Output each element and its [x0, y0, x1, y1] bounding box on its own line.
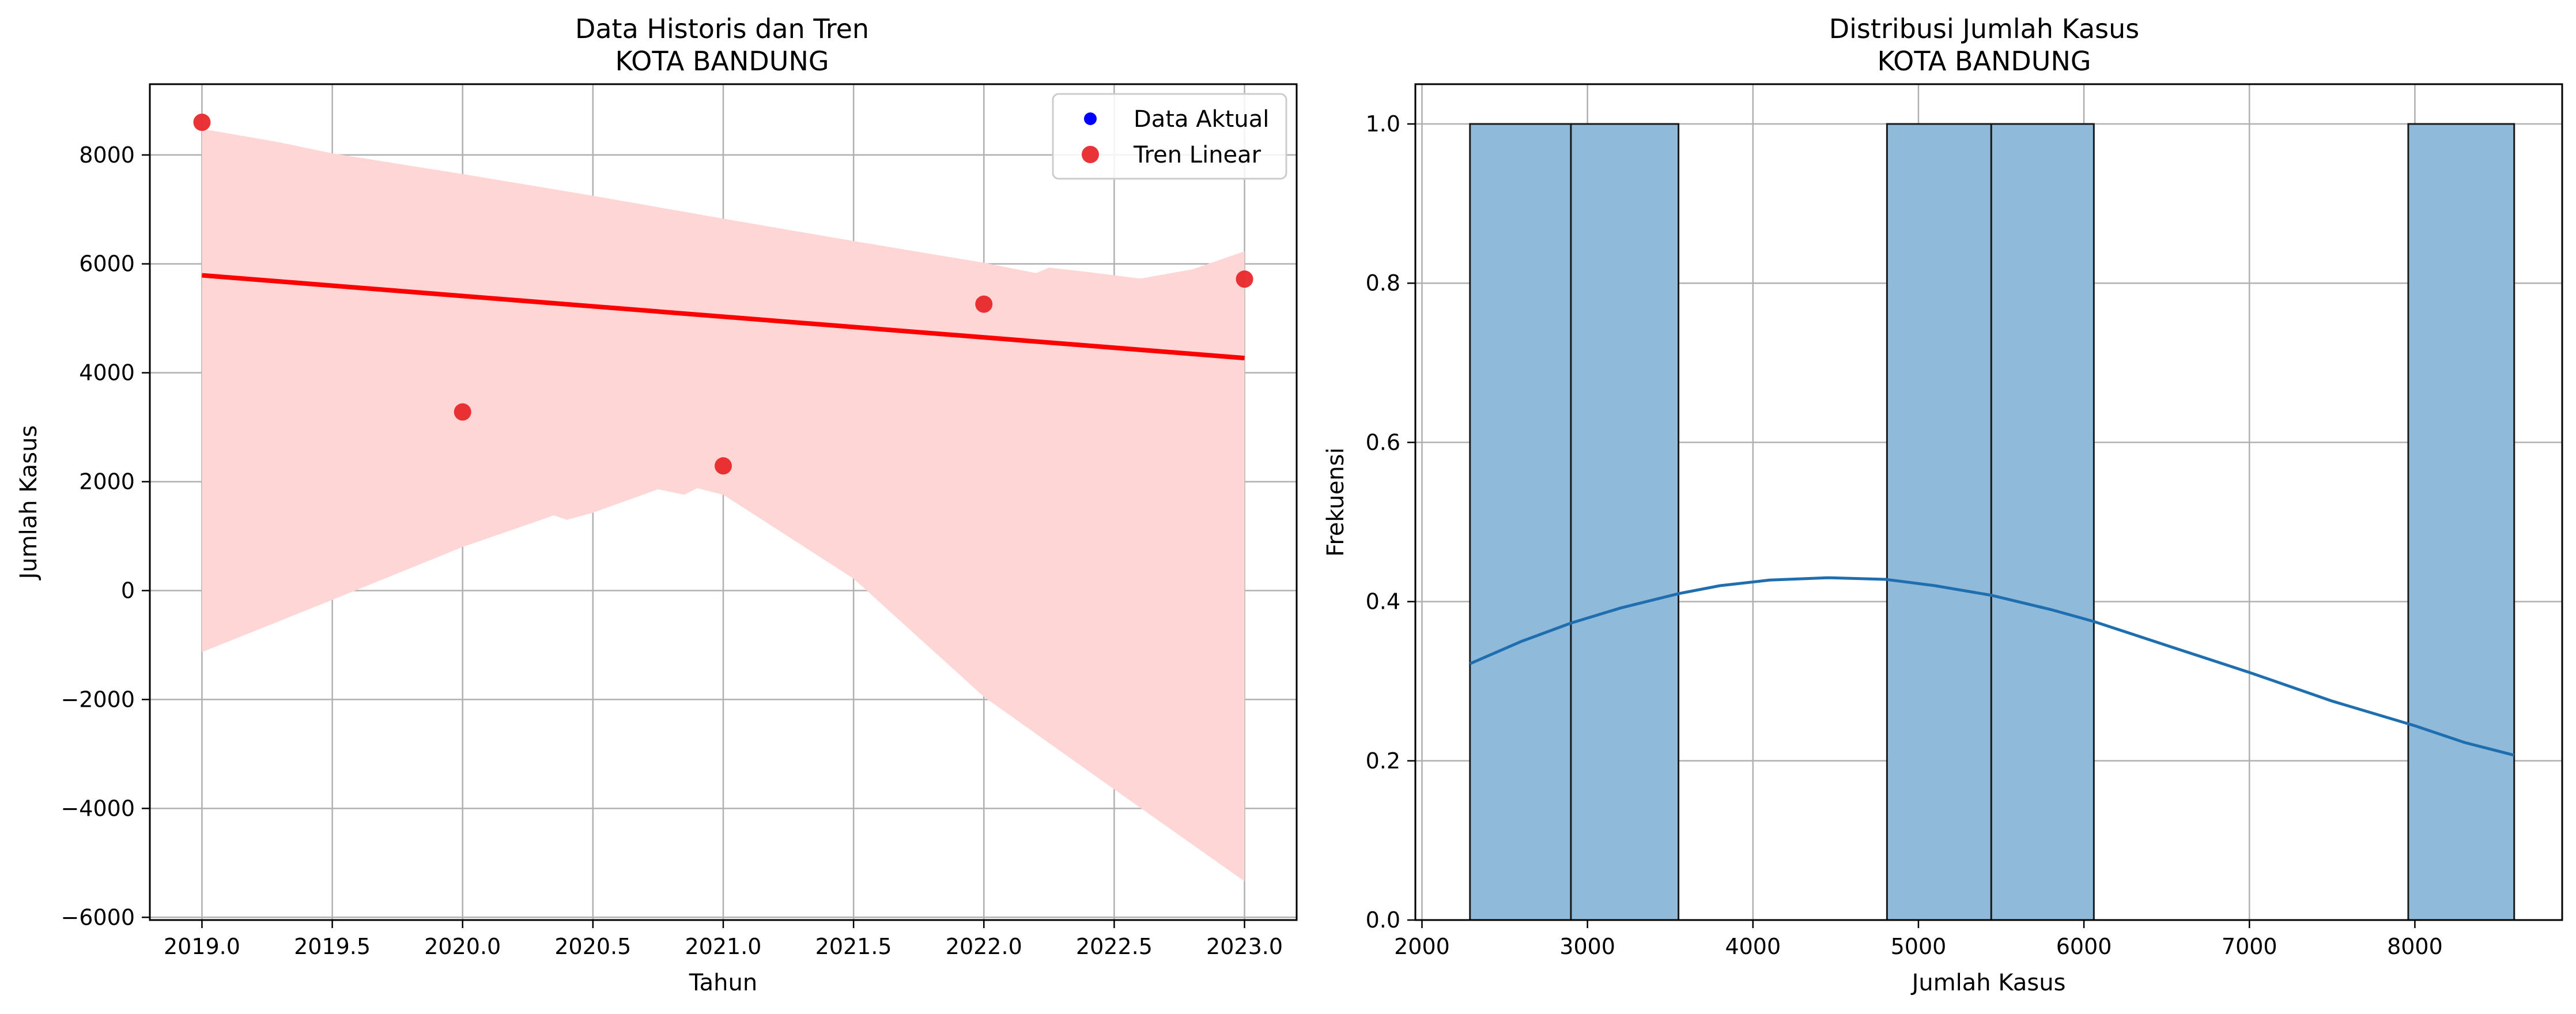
trend-chart-y-ticks: −6000 −4000 −2000 0 2000 4000 6000 8000	[61, 142, 150, 930]
data-point	[454, 403, 471, 421]
histogram-bar	[1886, 123, 1992, 921]
legend-marker-tren-linear	[1082, 146, 1099, 163]
histogram-frame	[1414, 83, 2563, 921]
legend-box	[1052, 93, 1287, 180]
trend-chart-x-tick-label: 2020.0	[424, 934, 501, 959]
trend-chart-x-tick-label: 2022.5	[1076, 934, 1153, 959]
trend-chart-y-tick-label: 8000	[79, 142, 135, 168]
trend-chart-x-ticks: 2019.0 2019.5 2020.0 2020.5 2021.0 2021.5 2022…	[164, 920, 1283, 959]
histogram-bars	[1469, 123, 2515, 921]
histogram-y-tick-label: 0.6	[1366, 429, 1400, 455]
trend-chart-x-tick-label: 2021.5	[815, 934, 892, 959]
trend-chart-title-line-1: Data Historis dan Tren	[575, 13, 869, 44]
histogram-x-tick-label: 3000	[1559, 934, 1615, 959]
legend-label-tren-linear: Tren Linear	[1133, 142, 1261, 168]
data-point	[715, 457, 732, 475]
trend-chart-title-line-2: KOTA BANDUNG	[615, 46, 829, 77]
histogram-bar	[1990, 123, 2095, 921]
trend-chart: Data Historis dan Tren KOTA BANDUNG 2019…	[16, 13, 1298, 996]
histogram-y-tick-label: 1.0	[1366, 111, 1400, 137]
histogram-bar	[1570, 123, 1680, 921]
histogram-y-tick-label: 0.8	[1366, 270, 1400, 296]
kde-curve	[1469, 576, 2515, 757]
histogram-kde-layer	[1469, 576, 2515, 757]
trend-chart-x-tick-label: 2019.5	[294, 934, 371, 959]
histogram-x-axis-label: Jumlah Kasus	[1910, 970, 2066, 996]
histogram-x-tick-label: 4000	[1725, 934, 1781, 959]
histogram-chart: Distribusi Jumlah Kasus KOTA BANDUNG 200…	[1323, 13, 2563, 996]
histogram-x-tick-label: 5000	[1891, 934, 1947, 959]
trend-chart-y-axis-label: Jumlah Kasus	[16, 425, 42, 581]
trend-chart-y-tick-label: 4000	[79, 360, 135, 386]
trend-chart-y-tick-label: −4000	[61, 796, 135, 821]
data-point	[1236, 270, 1253, 288]
trend-confidence-band	[202, 129, 1245, 881]
histogram-x-tick-label: 7000	[2222, 934, 2277, 959]
trend-chart-x-tick-label: 2023.0	[1206, 934, 1283, 959]
trend-chart-x-tick-label: 2022.0	[946, 934, 1022, 959]
data-point	[975, 295, 993, 313]
histogram-y-tick-label: 0.0	[1366, 907, 1400, 933]
trend-chart-y-tick-label: −6000	[61, 904, 135, 930]
trend-chart-y-tick-label: 6000	[79, 251, 135, 277]
histogram-bar	[2407, 123, 2515, 921]
trend-chart-x-tick-label: 2019.0	[164, 934, 240, 959]
trend-chart-y-tick-label: −2000	[61, 687, 135, 712]
legend-label-data-aktual: Data Aktual	[1134, 106, 1269, 133]
trend-chart-confidence-band-layer	[202, 129, 1245, 881]
histogram-x-tick-label: 2000	[1394, 934, 1450, 959]
histogram-x-ticks: 2000 3000 4000 5000 6000 7000 8000	[1394, 920, 2443, 959]
trend-chart-x-tick-label: 2020.5	[554, 934, 631, 959]
histogram-x-tick-label: 8000	[2387, 934, 2443, 959]
legend-marker-data-aktual	[1084, 112, 1097, 125]
histogram-y-axis-label: Frekuensi	[1323, 447, 1349, 556]
trend-chart-x-axis-label: Tahun	[689, 970, 757, 996]
histogram-bar	[1469, 123, 1572, 921]
trend-line	[202, 273, 1245, 361]
histogram-title-line-2: KOTA BANDUNG	[1877, 46, 2091, 77]
trend-chart-legend: Data Aktual Tren Linear	[1052, 93, 1287, 180]
histogram-y-tick-label: 0.4	[1366, 589, 1400, 615]
histogram-y-ticks: 0.0 0.2 0.4 0.6 0.8 1.0	[1366, 111, 1415, 933]
histogram-title-line-1: Distribusi Jumlah Kasus	[1829, 13, 2140, 44]
trend-chart-x-tick-label: 2021.0	[685, 934, 762, 959]
histogram-y-tick-label: 0.2	[1366, 748, 1400, 774]
histogram-x-tick-label: 6000	[2056, 934, 2112, 959]
trend-chart-y-tick-label: 0	[121, 578, 135, 604]
trend-chart-trend-line-layer	[202, 273, 1245, 361]
trend-chart-points	[193, 114, 1253, 475]
trend-chart-y-tick-label: 2000	[79, 469, 135, 495]
data-point	[193, 114, 211, 131]
